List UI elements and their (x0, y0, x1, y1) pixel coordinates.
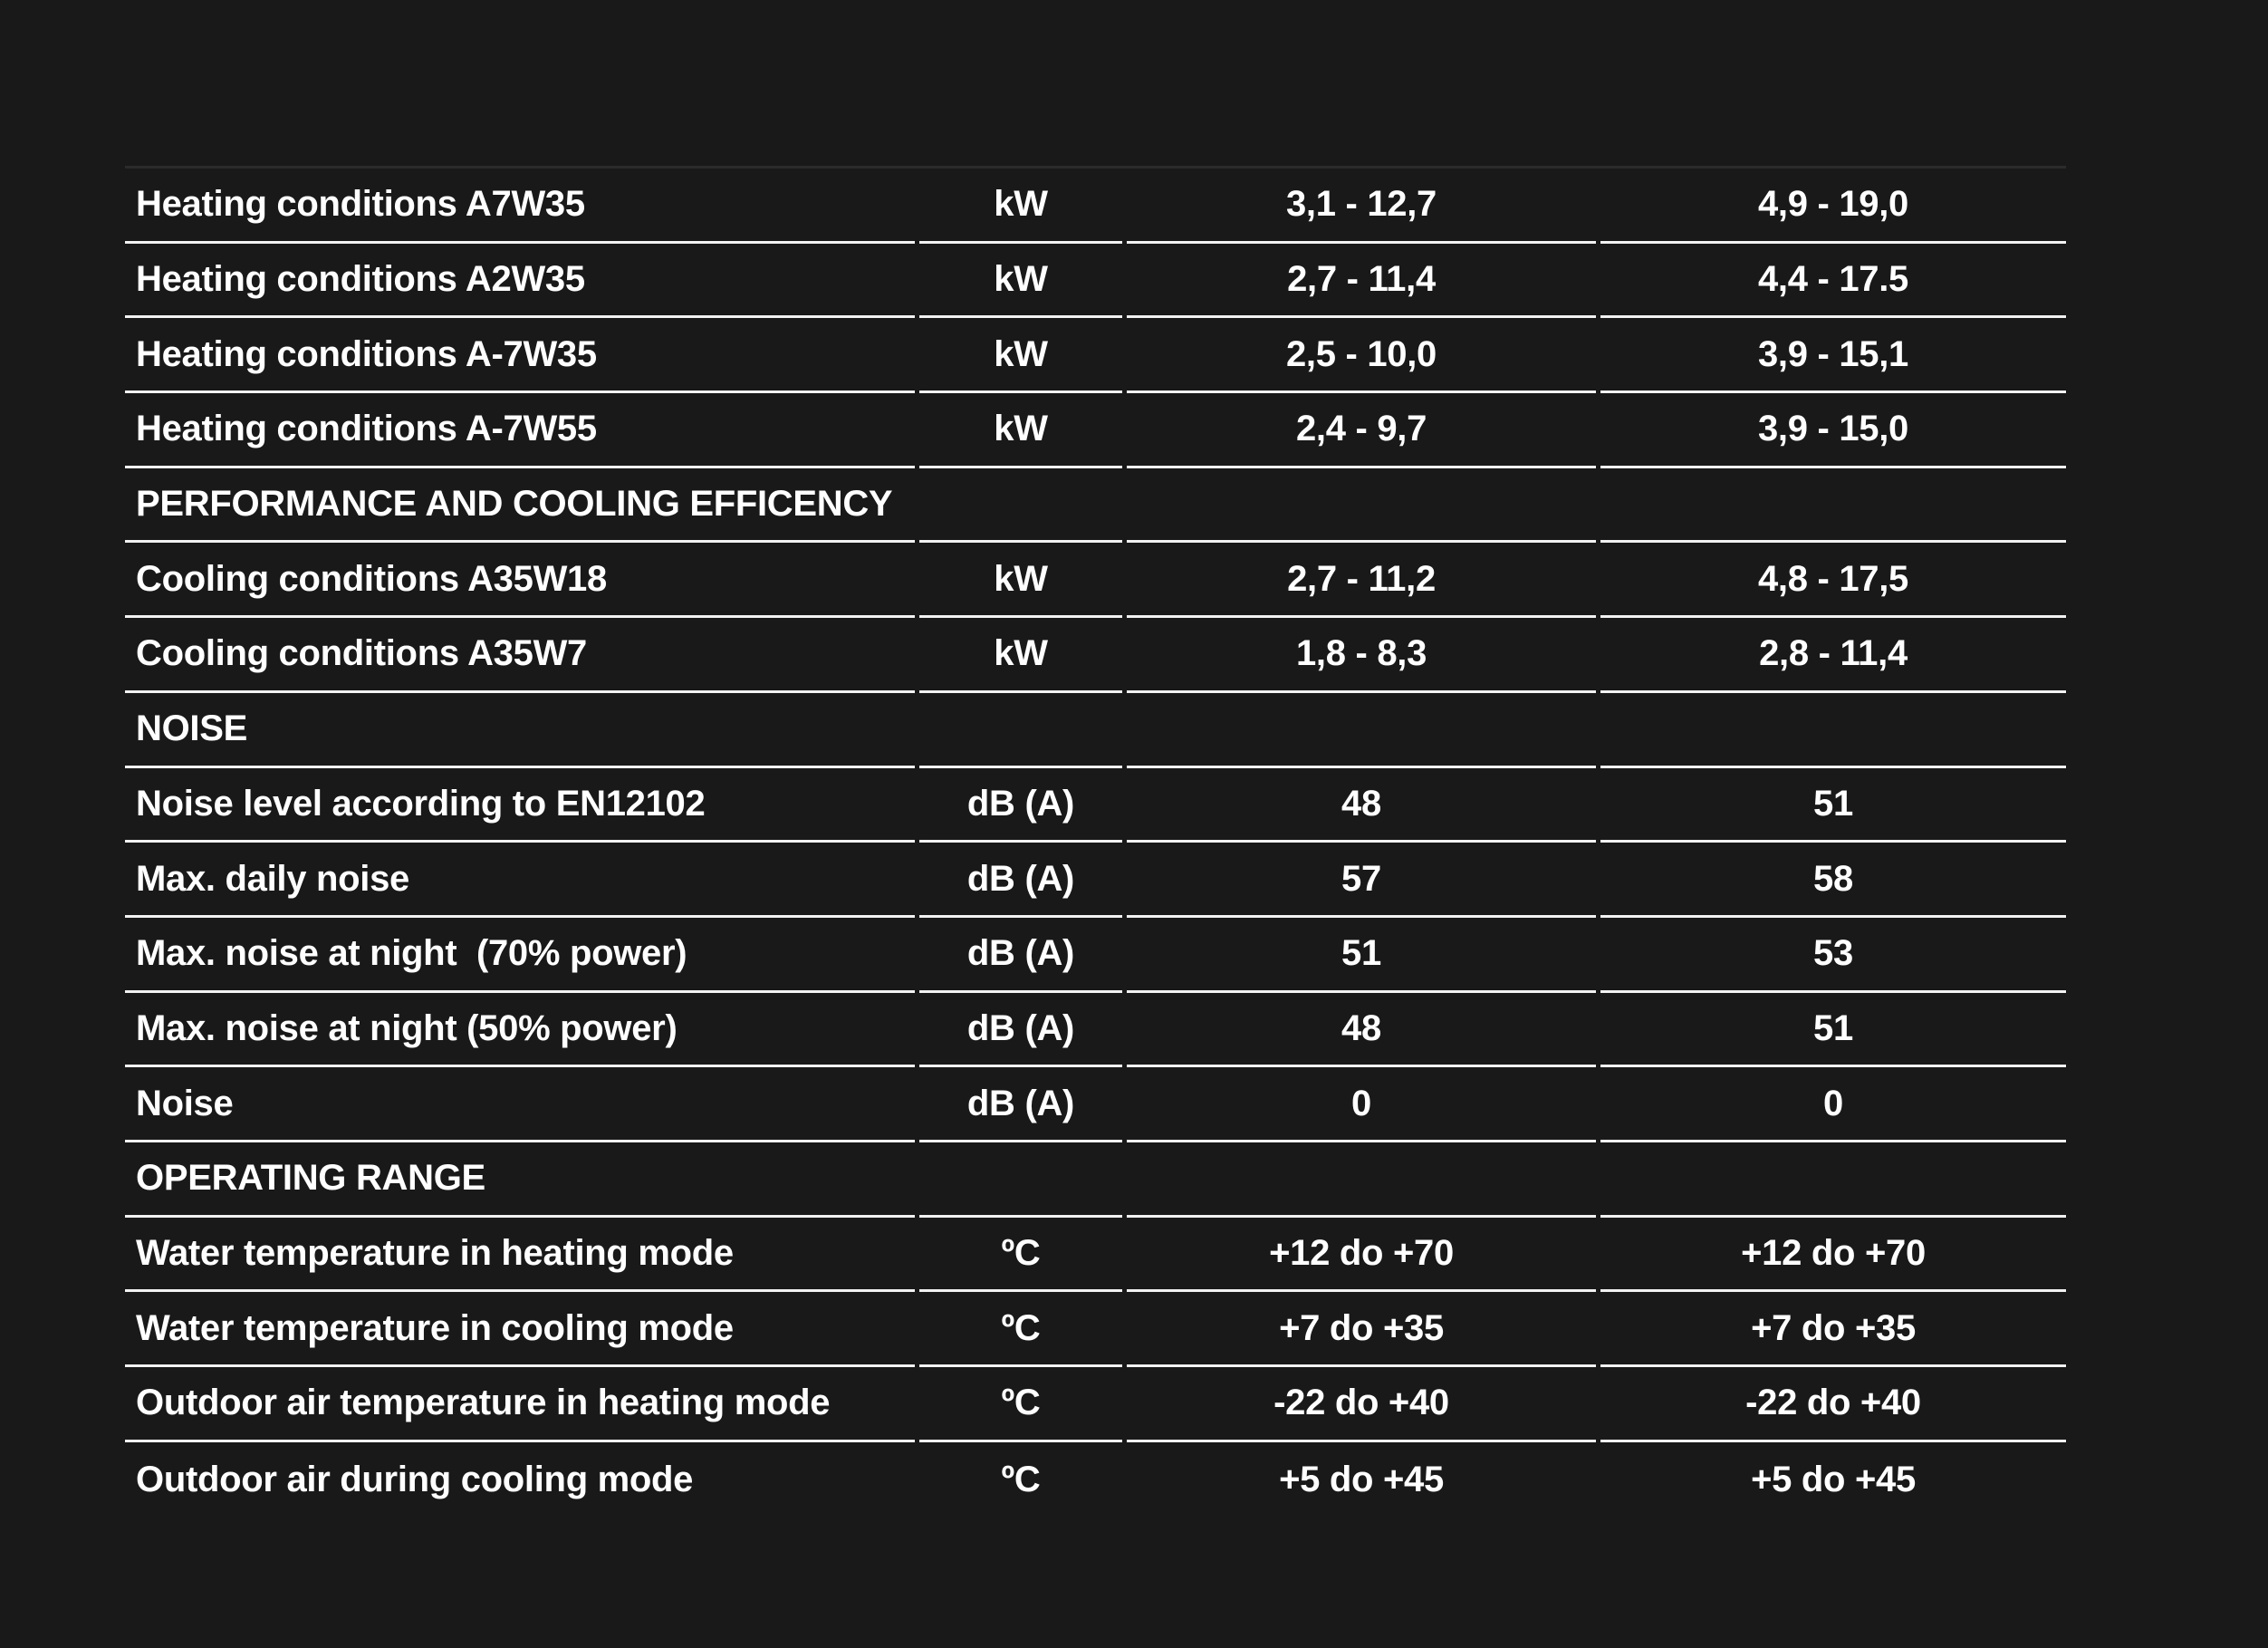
value-cell-1: 0 (1127, 1067, 1596, 1142)
value-cell-1: +5 do +45 (1279, 1459, 1444, 1499)
unit-cell: dB (A) (919, 918, 1122, 993)
table-row: Water temperature in cooling mode ºC +7 … (125, 1292, 2066, 1367)
empty-cell (919, 1142, 1122, 1218)
empty-cell (1127, 468, 1596, 544)
section-title: OPERATING RANGE (125, 1142, 915, 1218)
unit-cell: ºC (919, 1218, 1122, 1293)
value-cell-1: 2,7 - 11,2 (1127, 543, 1596, 619)
value-cell-1: 48 (1127, 768, 1596, 843)
row-label: Heating conditions A-7W55 (125, 393, 915, 468)
section-title: NOISE (125, 693, 915, 768)
empty-cell (1127, 1142, 1596, 1218)
unit-cell: kW (919, 543, 1122, 619)
section-header-row: PERFORMANCE AND COOLING EFFICENCY (125, 468, 2066, 544)
table-row: Water temperature in heating mode ºC +12… (125, 1218, 2066, 1293)
unit-cell: dB (A) (919, 843, 1122, 918)
value-cell-1: 51 (1127, 918, 1596, 993)
value-cell-2: +5 do +45 (1751, 1459, 1916, 1499)
unit-cell: kW (919, 318, 1122, 394)
row-label: Water temperature in cooling mode (125, 1292, 915, 1367)
value-cell-1: 2,5 - 10,0 (1127, 318, 1596, 394)
row-label: Cooling conditions A35W18 (125, 543, 915, 619)
row-label: Noise level according to EN12102 (125, 768, 915, 843)
empty-cell (1600, 468, 2066, 544)
table-row: Outdoor air during cooling mode ºC +5 do… (125, 1442, 2066, 1518)
empty-cell (1600, 693, 2066, 768)
section-header-row: NOISE (125, 693, 2066, 768)
value-cell-2: 58 (1600, 843, 2066, 918)
value-cell-2: 3,9 - 15,0 (1600, 393, 2066, 468)
value-cell-1: 48 (1127, 993, 1596, 1068)
table-row: Heating conditions A7W35 kW 3,1 - 12,7 4… (125, 169, 2066, 244)
value-cell-2: 4,9 - 19,0 (1600, 169, 2066, 244)
unit-cell: kW (919, 618, 1122, 693)
row-label: Outdoor air during cooling mode (136, 1459, 694, 1499)
table-row: Noise level according to EN12102 dB (A) … (125, 768, 2066, 843)
value-cell-2: -22 do +40 (1600, 1367, 2066, 1442)
unit-cell: ºC (1001, 1459, 1041, 1499)
row-label: Noise (125, 1067, 915, 1142)
table-row: Max. noise at night (50% power) dB (A) 4… (125, 993, 2066, 1068)
empty-cell (1600, 1142, 2066, 1218)
value-cell-1: -22 do +40 (1127, 1367, 1596, 1442)
unit-cell: ºC (919, 1367, 1122, 1442)
empty-cell (919, 468, 1122, 544)
row-label: Outdoor air temperature in heating mode (125, 1367, 915, 1442)
value-cell-2: 4,8 - 17,5 (1600, 543, 2066, 619)
unit-cell: kW (919, 393, 1122, 468)
table-row: Heating conditions A-7W55 kW 2,4 - 9,7 3… (125, 393, 2066, 468)
value-cell-1: 57 (1127, 843, 1596, 918)
value-cell-2: 2,8 - 11,4 (1600, 618, 2066, 693)
value-cell-2: 53 (1600, 918, 2066, 993)
table-row: Heating conditions A2W35 kW 2,7 - 11,4 4… (125, 244, 2066, 319)
empty-cell (919, 693, 1122, 768)
value-cell-1: 1,8 - 8,3 (1127, 618, 1596, 693)
table-row: Cooling conditions A35W7 kW 1,8 - 8,3 2,… (125, 618, 2066, 693)
unit-cell: dB (A) (919, 768, 1122, 843)
unit-cell: dB (A) (919, 993, 1122, 1068)
unit-cell: kW (919, 244, 1122, 319)
value-cell-2: +12 do +70 (1600, 1218, 2066, 1293)
table-row: Cooling conditions A35W18 kW 2,7 - 11,2 … (125, 543, 2066, 619)
section-header-row: OPERATING RANGE (125, 1142, 2066, 1218)
value-cell-1: 3,1 - 12,7 (1127, 169, 1596, 244)
row-label: Cooling conditions A35W7 (125, 618, 915, 693)
table-row: Noise dB (A) 0 0 (125, 1067, 2066, 1142)
row-label: Max. noise at night (50% power) (125, 993, 915, 1068)
table-row: Heating conditions A-7W35 kW 2,5 - 10,0 … (125, 318, 2066, 394)
table-row: Outdoor air temperature in heating mode … (125, 1367, 2066, 1442)
value-cell-1: +7 do +35 (1127, 1292, 1596, 1367)
section-title: PERFORMANCE AND COOLING EFFICENCY (125, 468, 915, 544)
row-label: Water temperature in heating mode (125, 1218, 915, 1293)
value-cell-1: 2,7 - 11,4 (1127, 244, 1596, 319)
value-cell-2: 51 (1600, 768, 2066, 843)
unit-cell: kW (919, 169, 1122, 244)
value-cell-2: +7 do +35 (1600, 1292, 2066, 1367)
row-label: Heating conditions A-7W35 (125, 318, 915, 394)
row-label: Heating conditions A2W35 (125, 244, 915, 319)
value-cell-1: +12 do +70 (1127, 1218, 1596, 1293)
unit-cell: dB (A) (919, 1067, 1122, 1142)
spec-table: Heating conditions A7W35 kW 3,1 - 12,7 4… (125, 166, 2066, 1517)
value-cell-2: 4,4 - 17.5 (1600, 244, 2066, 319)
empty-cell (1127, 693, 1596, 768)
value-cell-2: 51 (1600, 993, 2066, 1068)
unit-cell: ºC (919, 1292, 1122, 1367)
value-cell-2: 0 (1600, 1067, 2066, 1142)
row-label: Heating conditions A7W35 (125, 169, 915, 244)
value-cell-1: 2,4 - 9,7 (1127, 393, 1596, 468)
table-row: Max. noise at night (70% power) dB (A) 5… (125, 918, 2066, 993)
table-row: Max. daily noise dB (A) 57 58 (125, 843, 2066, 918)
value-cell-2: 3,9 - 15,1 (1600, 318, 2066, 394)
row-label: Max. daily noise (125, 843, 915, 918)
row-label: Max. noise at night (70% power) (125, 918, 915, 993)
